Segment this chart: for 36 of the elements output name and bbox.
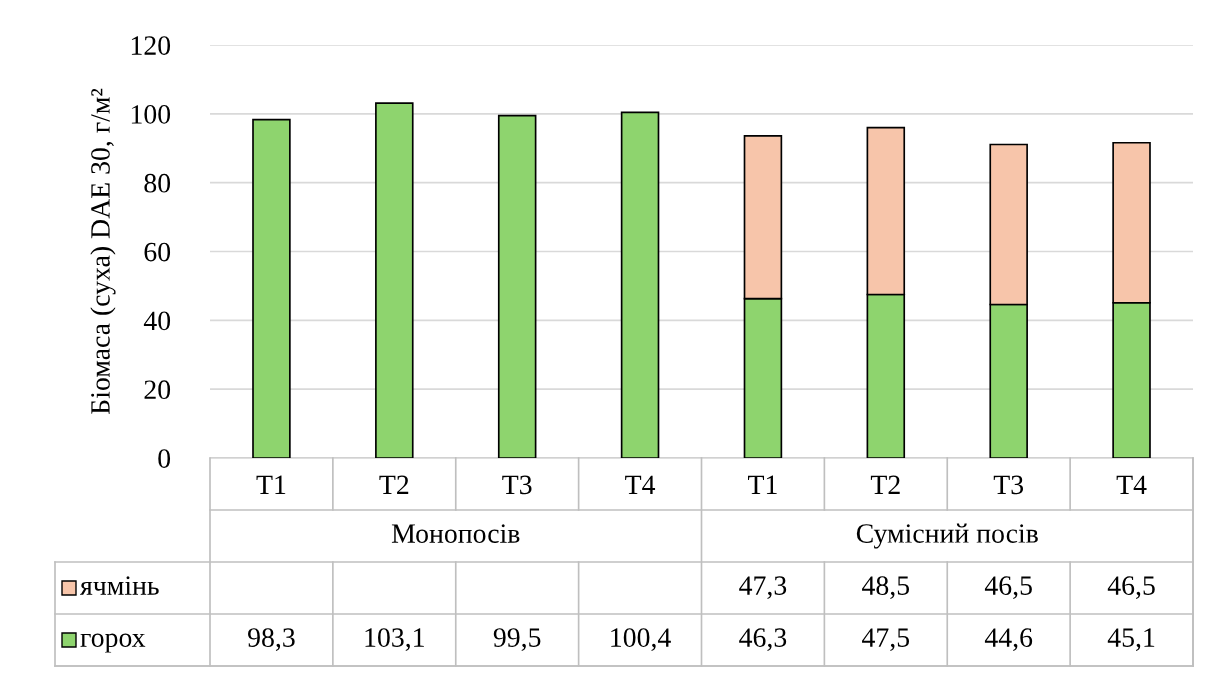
data-label: 44,6 [984,628,1033,651]
y-axis-title: Біомаса (суха) DAE 30, г/м² [90,88,116,414]
x-tick-label: T4 [625,475,656,494]
x-tick-label: T3 [502,475,532,495]
data-label: 99,5 [493,628,541,651]
y-tick-label: 100 [131,105,171,124]
data-label: 46,3 [739,628,787,651]
data-label: 103,1 [365,628,424,651]
x-tick-label: T2 [379,475,409,494]
y-tick-label: 60 [144,242,171,262]
text: Сумісний посів [856,523,1038,549]
x-tick-label: T3 [993,475,1024,495]
x-tick-label: T1 [256,475,286,494]
x-tick-label: T2 [870,475,900,494]
bar [375,102,414,458]
y-tick-label: 80 [144,173,171,193]
data-label: 46,5 [984,576,1032,599]
data-label: 47,5 [862,628,910,651]
y-tick-label: 0 [158,449,171,468]
y-tick-label: 120 [131,36,171,55]
data-label: 46,5 [1107,576,1155,599]
legend-label: горох [80,633,146,653]
x-tick-label: T4 [1116,475,1147,494]
data-label: 48,5 [862,576,910,599]
data-label: 47,3 [739,576,787,599]
legend-label: ячмінь [80,576,159,595]
data-label: 45,1 [1107,628,1155,651]
data-label: 98,3 [248,628,295,651]
y-tick-label: 40 [143,311,171,331]
y-tick-label: 20 [144,380,171,400]
data-label: 100,4 [611,628,671,651]
x-tick-label: T1 [748,475,777,494]
bar [497,114,537,458]
bar [252,118,291,458]
text: Монопосів [391,524,520,543]
bar [620,111,660,458]
